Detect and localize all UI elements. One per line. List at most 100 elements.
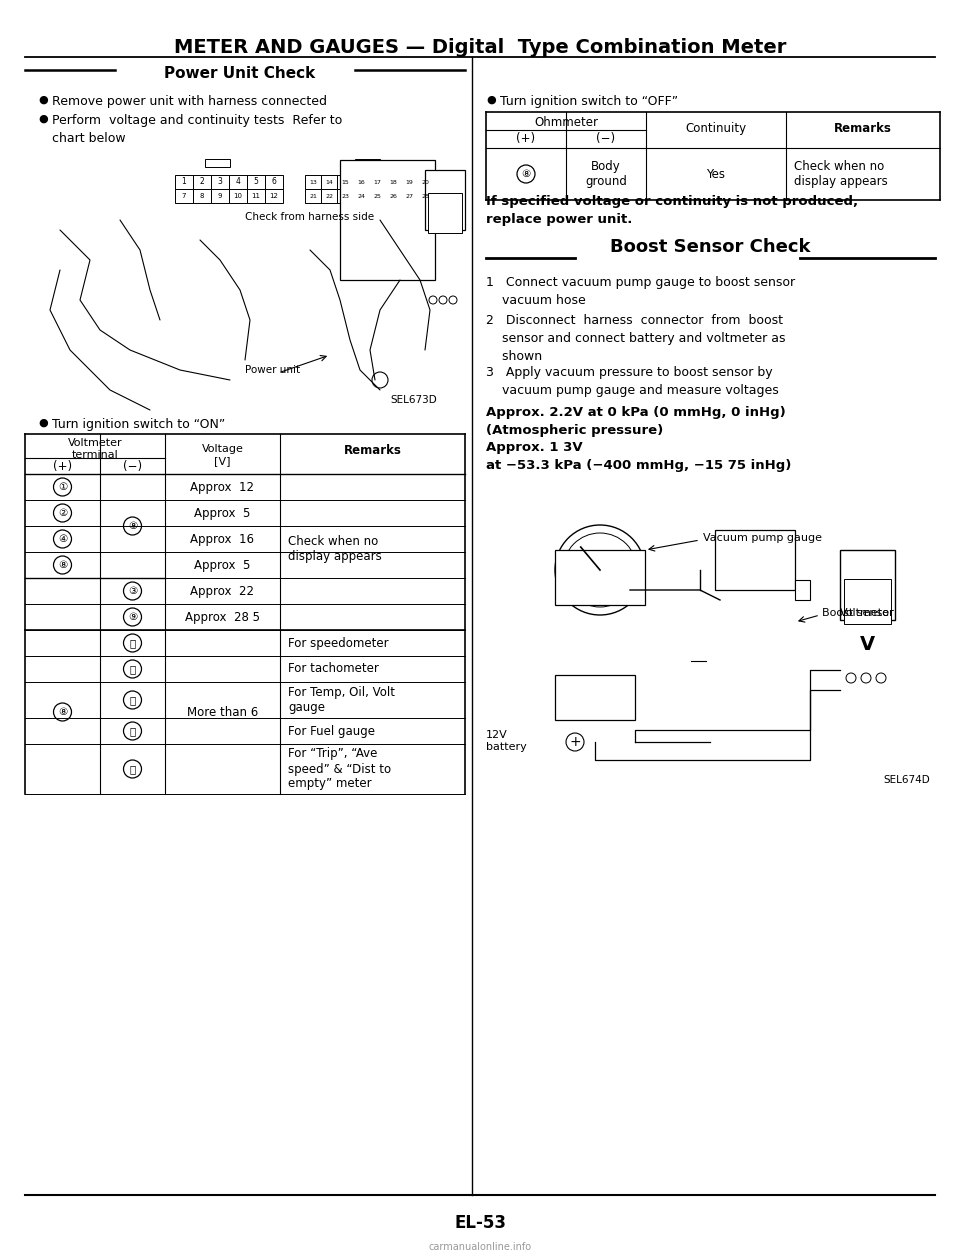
Bar bbox=[337, 175, 353, 189]
Text: Approx  28 5: Approx 28 5 bbox=[185, 610, 260, 623]
Text: For Temp, Oil, Volt
gauge: For Temp, Oil, Volt gauge bbox=[288, 686, 395, 714]
Text: (+): (+) bbox=[53, 460, 72, 473]
Text: 9: 9 bbox=[218, 193, 223, 199]
Bar bbox=[840, 550, 895, 620]
Bar bbox=[205, 159, 230, 166]
Bar bbox=[401, 175, 417, 189]
Text: 24: 24 bbox=[357, 194, 365, 199]
Text: (−): (−) bbox=[596, 133, 615, 145]
Text: Voltmeter
terminal: Voltmeter terminal bbox=[68, 438, 122, 459]
Bar bbox=[229, 189, 247, 203]
Text: 26: 26 bbox=[389, 194, 396, 199]
Text: ⑧: ⑧ bbox=[58, 707, 67, 717]
Text: Turn ignition switch to “ON”: Turn ignition switch to “ON” bbox=[52, 418, 226, 432]
Bar bbox=[425, 170, 465, 230]
Text: More than 6: More than 6 bbox=[187, 706, 258, 718]
Text: Ohmmeter: Ohmmeter bbox=[534, 116, 598, 129]
Bar bbox=[175, 175, 193, 189]
Text: (−): (−) bbox=[123, 460, 142, 473]
Text: 7: 7 bbox=[181, 193, 186, 199]
Bar bbox=[555, 676, 635, 721]
Bar bbox=[385, 175, 401, 189]
Text: ②: ② bbox=[58, 508, 67, 518]
Text: 3   Apply vacuum pressure to boost sensor by
    vacuum pump gauge and measure v: 3 Apply vacuum pressure to boost sensor … bbox=[486, 367, 779, 397]
Bar bbox=[305, 189, 321, 203]
Bar bbox=[247, 175, 265, 189]
Text: 3: 3 bbox=[218, 178, 223, 186]
Text: Body
ground: Body ground bbox=[585, 160, 627, 188]
Bar bbox=[353, 189, 369, 203]
Text: 19: 19 bbox=[405, 179, 413, 184]
Text: ⑴: ⑴ bbox=[130, 664, 135, 674]
Text: 25: 25 bbox=[373, 194, 381, 199]
Text: ●: ● bbox=[38, 95, 48, 105]
Bar bbox=[211, 189, 229, 203]
Text: ⑧: ⑧ bbox=[58, 560, 67, 570]
Text: ③: ③ bbox=[128, 585, 137, 595]
Text: Approx. 2.2V at 0 kPa (0 mmHg, 0 inHg): Approx. 2.2V at 0 kPa (0 mmHg, 0 inHg) bbox=[486, 407, 785, 419]
Text: Check from harness side: Check from harness side bbox=[246, 211, 374, 221]
Text: Voltage
[V]: Voltage [V] bbox=[202, 444, 244, 465]
Text: 1: 1 bbox=[181, 178, 186, 186]
Bar bbox=[355, 159, 380, 166]
Bar bbox=[265, 189, 283, 203]
Text: Turn ignition switch to “OFF”: Turn ignition switch to “OFF” bbox=[500, 95, 678, 108]
Text: Remove power unit with harness connected: Remove power unit with harness connected bbox=[52, 95, 327, 108]
Text: Perform  voltage and continuity tests  Refer to
chart below: Perform voltage and continuity tests Ref… bbox=[52, 114, 343, 145]
Text: 12V
battery: 12V battery bbox=[486, 731, 527, 752]
Text: 10: 10 bbox=[233, 193, 243, 199]
Bar bbox=[305, 175, 321, 189]
Bar bbox=[844, 579, 891, 624]
Text: EL-53: EL-53 bbox=[454, 1213, 506, 1232]
Text: 4: 4 bbox=[235, 178, 240, 186]
Text: 16: 16 bbox=[357, 179, 365, 184]
Text: ⑰: ⑰ bbox=[130, 638, 135, 648]
Bar bbox=[337, 189, 353, 203]
Text: 2   Disconnect  harness  connector  from  boost
    sensor and connect battery a: 2 Disconnect harness connector from boos… bbox=[486, 314, 785, 363]
Bar bbox=[193, 175, 211, 189]
Text: 13: 13 bbox=[309, 179, 317, 184]
Text: ⑧: ⑧ bbox=[128, 520, 137, 530]
Bar bbox=[321, 175, 337, 189]
Text: 6: 6 bbox=[272, 178, 276, 186]
Text: ●: ● bbox=[38, 114, 48, 124]
Text: Continuity: Continuity bbox=[685, 123, 747, 135]
Text: 20: 20 bbox=[421, 179, 429, 184]
Text: Boost Sensor Check: Boost Sensor Check bbox=[610, 238, 810, 256]
Bar bbox=[555, 550, 645, 605]
Text: replace power unit.: replace power unit. bbox=[486, 213, 633, 226]
Bar bbox=[369, 175, 385, 189]
Text: For speedometer: For speedometer bbox=[288, 637, 389, 649]
Bar bbox=[340, 160, 435, 280]
Text: ①: ① bbox=[58, 482, 67, 492]
Text: 12: 12 bbox=[270, 193, 278, 199]
Text: ⑧: ⑧ bbox=[521, 169, 531, 179]
Text: For tachometer: For tachometer bbox=[288, 663, 379, 676]
Bar bbox=[265, 175, 283, 189]
Text: 14: 14 bbox=[325, 179, 333, 184]
Text: 1   Connect vacuum pump gauge to boost sensor
    vacuum hose: 1 Connect vacuum pump gauge to boost sen… bbox=[486, 276, 795, 306]
Text: METER AND GAUGES — Digital  Type Combination Meter: METER AND GAUGES — Digital Type Combinat… bbox=[174, 38, 786, 58]
Text: 15: 15 bbox=[341, 179, 348, 184]
Text: 27: 27 bbox=[405, 194, 413, 199]
Bar bbox=[417, 189, 433, 203]
Text: 17: 17 bbox=[373, 179, 381, 184]
Bar bbox=[175, 189, 193, 203]
Text: ⑸: ⑸ bbox=[130, 726, 135, 736]
Text: For “Trip”, “Ave
speed” & “Dist to
empty” meter: For “Trip”, “Ave speed” & “Dist to empty… bbox=[288, 748, 391, 791]
Text: ●: ● bbox=[38, 418, 48, 428]
Text: 5: 5 bbox=[253, 178, 258, 186]
Text: Remarks: Remarks bbox=[834, 123, 892, 135]
Text: Check when no
display appears: Check when no display appears bbox=[794, 160, 888, 188]
Bar bbox=[211, 175, 229, 189]
Text: at −53.3 kPa (−400 mmHg, −15 75 inHg): at −53.3 kPa (−400 mmHg, −15 75 inHg) bbox=[486, 459, 791, 472]
Text: 2: 2 bbox=[200, 178, 204, 186]
Bar bbox=[401, 189, 417, 203]
Text: Approx  12: Approx 12 bbox=[190, 480, 254, 493]
Text: ⑨: ⑨ bbox=[128, 612, 137, 622]
Text: Vacuum pump gauge: Vacuum pump gauge bbox=[703, 533, 822, 543]
Bar bbox=[428, 193, 462, 233]
Bar bbox=[795, 580, 810, 600]
Text: ④: ④ bbox=[58, 534, 67, 544]
Text: SEL674D: SEL674D bbox=[883, 776, 930, 784]
